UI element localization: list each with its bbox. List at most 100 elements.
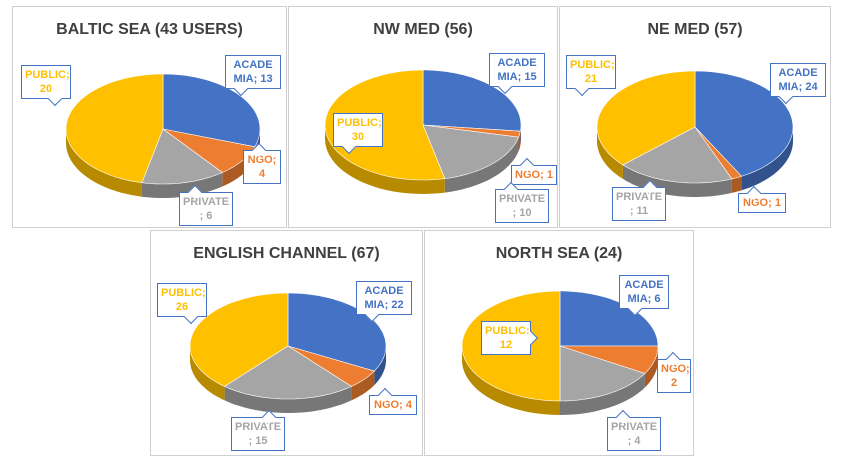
pie-slice-ngo <box>694 126 743 180</box>
data-label-line1: PRIVATE <box>235 421 282 433</box>
data-label-line2: MIA; 13 <box>233 73 273 85</box>
pie-side-ngo <box>644 346 658 388</box>
data-label-line1: NGO; 1 <box>743 197 781 209</box>
data-label-line2: MIA; 24 <box>778 81 818 93</box>
data-label-academia: ACADE MIA; 15 <box>489 53 545 87</box>
pie-chart <box>65 73 261 198</box>
pie-side-public <box>66 129 142 197</box>
data-label-academia: ACADE MIA; 22 <box>356 281 412 315</box>
data-label-line2: 20 <box>39 83 53 95</box>
data-label-public: PUBLIC; 20 <box>21 65 71 99</box>
data-label-line2: 26 <box>175 301 189 313</box>
data-label-academia: ACADE MIA; 24 <box>770 63 826 97</box>
pie-side-private <box>560 373 645 415</box>
pie-slice-public <box>65 73 164 184</box>
pie-side-academia <box>374 346 386 386</box>
data-label-private: PRIVATE ; 6 <box>179 192 233 226</box>
chart-title: BALTIC SEA (43 USERS) <box>56 21 243 38</box>
chart-title: NORTH SEA (24) <box>495 245 623 262</box>
data-label-line2: MIA; 22 <box>364 299 404 311</box>
data-label-line2: 30 <box>351 131 365 143</box>
data-label-line1: ACADE <box>233 59 273 71</box>
data-label-line2: 21 <box>584 73 598 85</box>
data-label-line2: ; 4 <box>627 435 641 447</box>
chart-panel-baltic-sea: BALTIC SEA (43 USERS) ACADE MIA; 13 NGO;… <box>12 6 287 228</box>
data-label-line1: NGO; <box>247 154 277 166</box>
data-label-line2: ; 15 <box>248 435 268 447</box>
data-label-public: PUBLIC; 12 <box>481 321 531 355</box>
data-label-academia: ACADE MIA; 13 <box>225 55 281 89</box>
data-label-line2: MIA; 6 <box>627 293 661 305</box>
pie-slice-public <box>596 70 696 166</box>
pie-side-public <box>325 125 445 194</box>
data-label-line1: ACADE <box>497 57 537 69</box>
pie-chart <box>596 70 794 197</box>
chart-title: NW MED (56) <box>373 21 473 38</box>
pie-slice-academia <box>422 69 522 132</box>
chart-panel-ne-med: NE MED (57) ACADE MIA; 24 NGO; 1 PRIVATE… <box>559 6 831 228</box>
data-label-public: PUBLIC; 21 <box>566 55 616 89</box>
pie-side-public <box>597 127 623 179</box>
pie-slice-academia <box>162 73 261 148</box>
pie-slice-private <box>559 345 646 402</box>
data-label-line1: NGO; 1 <box>515 169 553 181</box>
data-label-private: PRIVATE ; 11 <box>612 187 666 221</box>
chart-title: ENGLISH CHANNEL (67) <box>193 245 380 262</box>
pie-slice-private <box>223 345 353 400</box>
data-label-line2: 12 <box>499 339 513 351</box>
data-label-line1: PRIVATE <box>499 193 546 205</box>
data-label-line1: PUBLIC; <box>570 59 615 71</box>
pie-slice-public <box>189 292 289 387</box>
data-label-private: PRIVATE ; 15 <box>231 417 285 451</box>
chart-panel-north-sea: NORTH SEA (24) ACADE MIA; 6 NGO; 2 PRIVA… <box>424 230 694 456</box>
data-label-public: PUBLIC; 30 <box>333 113 383 147</box>
data-label-line2: 4 <box>258 168 266 180</box>
data-label-line1: ACADE <box>778 67 818 79</box>
data-label-line1: PRIVATE <box>611 421 658 433</box>
chart-title: NE MED (57) <box>647 21 743 38</box>
data-label-ngo: NGO; 4 <box>369 395 417 415</box>
chart-panel-nw-med: NW MED (56) ACADE MIA; 15 NGO; 1 PRIVATE… <box>288 6 558 228</box>
data-label-public: PUBLIC; 26 <box>157 283 207 317</box>
data-label-private: PRIVATE ; 10 <box>495 189 549 223</box>
pie-side-public <box>190 346 225 401</box>
pie-slice-ngo <box>559 345 659 374</box>
data-label-ngo: NGO; 1 <box>511 165 557 185</box>
data-label-academia: ACADE MIA; 6 <box>619 275 669 309</box>
pie-side-public <box>462 346 560 415</box>
pie-slice-private <box>422 124 519 179</box>
pie-slice-private <box>141 128 223 185</box>
pie-chart <box>324 69 522 194</box>
pie-slice-public <box>324 69 446 181</box>
pie-side-ngo <box>731 176 742 193</box>
pie-side-academia <box>741 127 793 191</box>
data-label-line1: ACADE <box>364 285 404 297</box>
data-label-line1: NGO; 4 <box>374 399 412 411</box>
data-label-line1: PUBLIC; <box>337 117 382 129</box>
data-label-line1: NGO; <box>661 363 690 375</box>
data-label-line2: ; 10 <box>512 207 532 219</box>
data-label-private: PRIVATE ; 4 <box>607 417 661 451</box>
chart-panel-english-channel: ENGLISH CHANNEL (67) ACADE MIA; 22 NGO; … <box>150 230 423 456</box>
data-label-line2: ; 6 <box>199 210 213 222</box>
data-label-line1: PUBLIC; <box>485 325 530 337</box>
pie-side-private <box>224 386 352 413</box>
pie-slice-private <box>622 126 733 184</box>
data-label-line1: PUBLIC; <box>161 287 206 299</box>
data-label-line2: MIA; 15 <box>497 71 537 83</box>
data-label-ngo: NGO; 1 <box>738 193 786 213</box>
pie-slice-ngo <box>287 345 376 387</box>
data-label-line1: PRIVATE <box>616 191 663 203</box>
pie-side-ngo <box>222 146 255 187</box>
pie-slice-academia <box>694 70 794 177</box>
pie-side-ngo <box>351 371 375 401</box>
data-label-line2: 2 <box>670 377 678 389</box>
data-label-line1: PRIVATE <box>183 196 230 208</box>
pie-chart <box>461 290 659 415</box>
data-label-ngo: NGO; 2 <box>657 359 691 393</box>
data-label-line2: ; 11 <box>629 205 649 217</box>
pie-side-private <box>444 137 519 193</box>
pie-chart <box>189 292 387 413</box>
data-label-line1: ACADE <box>624 279 664 291</box>
data-label-line1: PUBLIC; <box>25 69 70 81</box>
